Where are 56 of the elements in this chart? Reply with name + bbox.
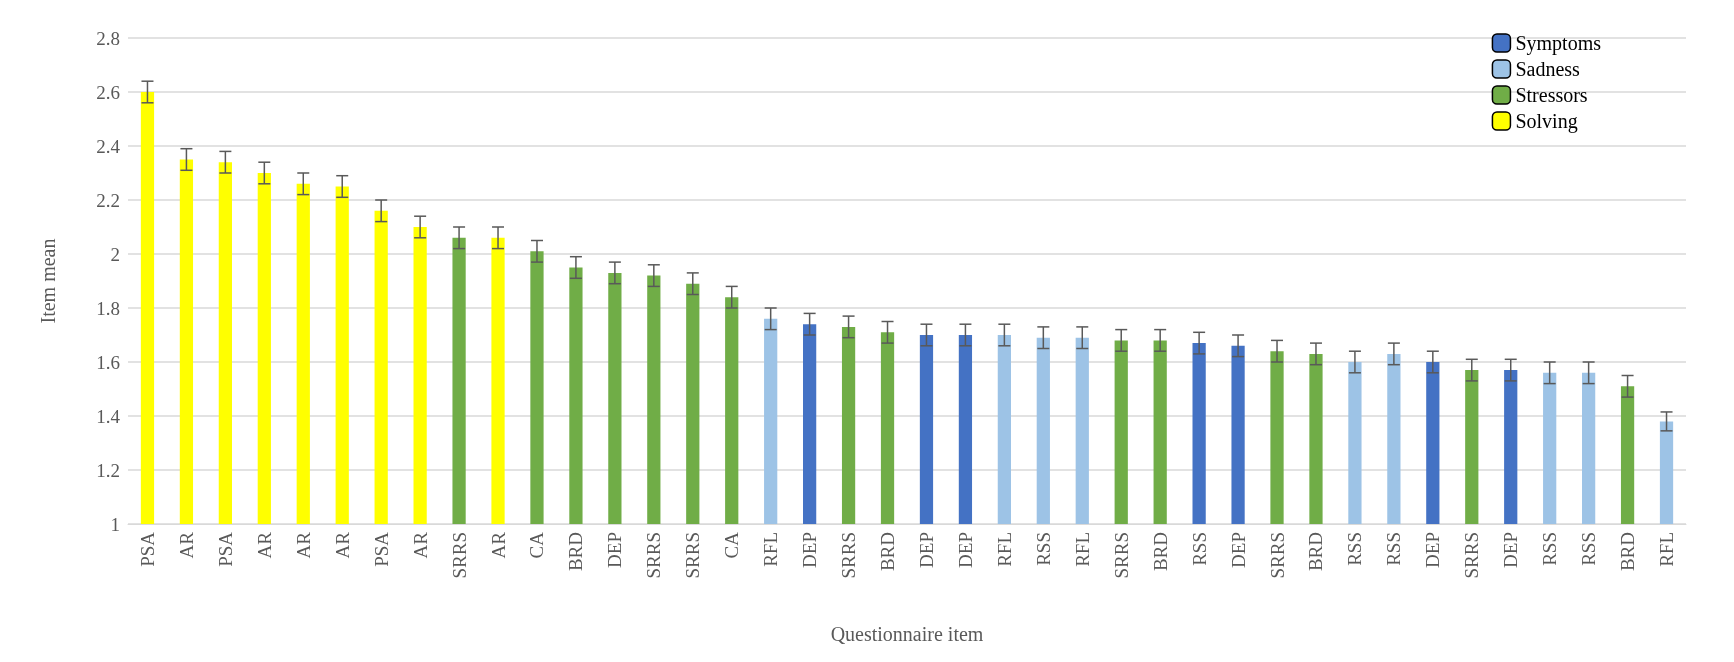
y-tick-label: 1.6 [96, 351, 120, 373]
x-tick-label: BRD [877, 532, 899, 572]
x-tick-label: BRD [1305, 532, 1327, 572]
x-tick-label: BRD [1617, 532, 1639, 572]
x-tick-label: RSS [1578, 532, 1600, 566]
x-tick-label: SRRS [838, 532, 860, 579]
x-tick-label: AR [487, 531, 509, 559]
x-tick-label: PSA [136, 531, 158, 567]
y-tick-label: 2.4 [96, 135, 121, 157]
legend-label: Stressors [1515, 84, 1588, 106]
y-tick-label: 1.4 [96, 405, 121, 427]
legend-label: Symptoms [1515, 32, 1602, 55]
y-tick-label: 2 [110, 243, 120, 265]
legend-label: Sadness [1515, 58, 1581, 80]
x-tick-label: DEP [1422, 532, 1444, 568]
x-tick-label: AR [253, 531, 275, 559]
x-tick-label: AR [331, 531, 353, 559]
y-tick-label: 2.6 [96, 81, 120, 103]
x-tick-label: RSS [1344, 532, 1366, 566]
y-tick-label: 1.2 [96, 459, 120, 481]
x-tick-label: DEP [799, 532, 821, 568]
x-tick-label: DEP [915, 532, 937, 568]
x-tick-label: RSS [1383, 532, 1405, 566]
x-tick-label: AR [409, 531, 431, 559]
x-tick-label: DEP [1227, 532, 1249, 568]
x-tick-label: RSS [1032, 532, 1054, 566]
legend-label: Solving [1515, 110, 1578, 133]
x-tick-label: SRRS [1461, 532, 1483, 579]
x-tick-label: AR [175, 531, 197, 559]
y-tick-label: 1.8 [96, 297, 120, 319]
x-tick-label: RFL [760, 532, 782, 567]
y-tick-label: 1 [110, 513, 120, 535]
y-tick-label: 2.8 [96, 27, 120, 49]
x-tick-label: PSA [214, 531, 236, 567]
x-tick-label: BRD [565, 532, 587, 572]
x-tick-label: SRRS [1266, 532, 1288, 579]
x-tick-label: SRRS [682, 532, 704, 579]
x-tick-label: RFL [993, 532, 1015, 567]
y-tick-label: 2.2 [96, 189, 120, 211]
x-tick-label: DEP [954, 532, 976, 568]
x-tick-label: DEP [1500, 532, 1522, 568]
x-axis-title: Questionnaire item [830, 623, 984, 645]
x-tick-label: SRRS [1110, 532, 1132, 579]
x-tick-label: PSA [370, 531, 392, 567]
y-axis-title: Item mean [37, 238, 59, 324]
x-tick-label: CA [721, 531, 743, 559]
x-tick-label: AR [292, 531, 314, 559]
x-tick-label: RSS [1539, 532, 1561, 566]
x-tick-label: RFL [1071, 532, 1093, 567]
x-tick-label: SRRS [448, 532, 470, 579]
x-tick-label: RFL [1656, 532, 1678, 567]
x-tick-label: BRD [1149, 532, 1171, 572]
x-tick-label: RSS [1188, 532, 1210, 566]
x-tick-label: SRRS [643, 532, 665, 579]
x-tick-label: CA [526, 531, 548, 559]
x-tick-label: DEP [604, 532, 626, 568]
